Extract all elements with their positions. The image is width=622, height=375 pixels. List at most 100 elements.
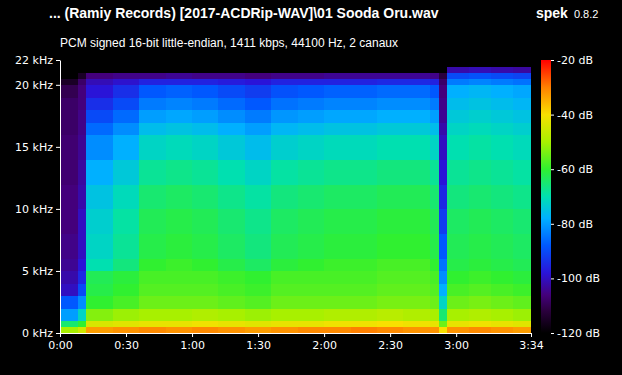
cell <box>139 110 166 123</box>
cell <box>491 296 514 309</box>
app-label: spek0.8.2 <box>536 5 598 21</box>
cell <box>192 209 219 234</box>
cell <box>245 327 272 333</box>
cell <box>377 308 404 321</box>
cell <box>403 209 430 234</box>
cell <box>430 296 439 309</box>
cell <box>139 283 166 296</box>
cell <box>113 110 140 123</box>
cell <box>469 296 492 309</box>
cell <box>60 283 78 296</box>
cell <box>86 85 113 98</box>
cell <box>298 60 325 67</box>
x-tick-label: 0:30 <box>114 339 139 352</box>
cell <box>218 60 245 67</box>
cell <box>430 134 439 159</box>
cell <box>60 259 78 272</box>
cell <box>113 308 140 321</box>
cell <box>491 308 514 321</box>
cell <box>447 97 470 110</box>
x-tick-label: 1:00 <box>180 339 205 352</box>
cell <box>324 122 351 135</box>
cell <box>271 234 298 259</box>
cell <box>513 327 531 333</box>
cell <box>113 327 140 333</box>
cell <box>192 85 219 98</box>
cell <box>324 60 351 67</box>
cell <box>403 134 430 159</box>
cell <box>78 308 87 321</box>
cell <box>113 60 140 67</box>
cell <box>192 308 219 321</box>
cell <box>78 79 87 86</box>
cell <box>218 134 245 159</box>
app-name: spek <box>536 5 568 21</box>
cell <box>351 259 378 272</box>
cell <box>78 283 87 296</box>
cell <box>245 134 272 159</box>
cell <box>192 66 219 73</box>
cell <box>271 85 298 98</box>
cell <box>166 134 193 159</box>
cell <box>113 184 140 209</box>
cell <box>430 271 439 284</box>
cell <box>351 134 378 159</box>
cell <box>192 72 219 79</box>
cell <box>245 296 272 309</box>
cell <box>403 296 430 309</box>
cell <box>245 72 272 79</box>
cell <box>351 79 378 86</box>
y-tick-group: 10 kHz <box>15 203 60 216</box>
cell <box>218 110 245 123</box>
cell <box>513 234 531 259</box>
cell <box>60 85 78 98</box>
cell <box>298 271 325 284</box>
cell <box>439 97 448 110</box>
cell <box>403 327 430 333</box>
cell <box>377 283 404 296</box>
cell <box>351 283 378 296</box>
x-tick-label: 3:34 <box>519 339 544 352</box>
cell <box>271 122 298 135</box>
cell <box>469 79 492 86</box>
x-tick <box>390 333 391 337</box>
cell <box>271 321 298 328</box>
cell <box>491 184 514 209</box>
cell <box>78 259 87 272</box>
colorbar-tick-label: -60 dB <box>557 163 593 176</box>
cell <box>78 327 87 333</box>
cell <box>469 159 492 184</box>
cell <box>513 283 531 296</box>
cell <box>139 66 166 73</box>
cell <box>78 234 87 259</box>
cell <box>439 259 448 272</box>
y-axis: 0 kHz5 kHz10 kHz15 kHz20 kHz22 kHz <box>15 54 60 340</box>
cell <box>60 296 78 309</box>
cell <box>377 97 404 110</box>
cell <box>513 308 531 321</box>
cell <box>447 283 470 296</box>
cell <box>192 97 219 110</box>
cell <box>86 321 113 328</box>
cell <box>271 72 298 79</box>
cell <box>245 60 272 67</box>
x-tick-label: 0:00 <box>48 339 73 352</box>
cell <box>218 271 245 284</box>
cell <box>113 159 140 184</box>
cell <box>139 271 166 284</box>
cell <box>166 110 193 123</box>
cell <box>245 184 272 209</box>
cell <box>351 159 378 184</box>
cell <box>439 271 448 284</box>
cell <box>218 234 245 259</box>
cell <box>139 85 166 98</box>
cell <box>377 259 404 272</box>
cell <box>447 296 470 309</box>
cell <box>113 66 140 73</box>
cell <box>192 60 219 67</box>
cell <box>351 85 378 98</box>
cell <box>469 110 492 123</box>
cell <box>469 122 492 135</box>
cell <box>86 60 113 67</box>
cell <box>430 159 439 184</box>
